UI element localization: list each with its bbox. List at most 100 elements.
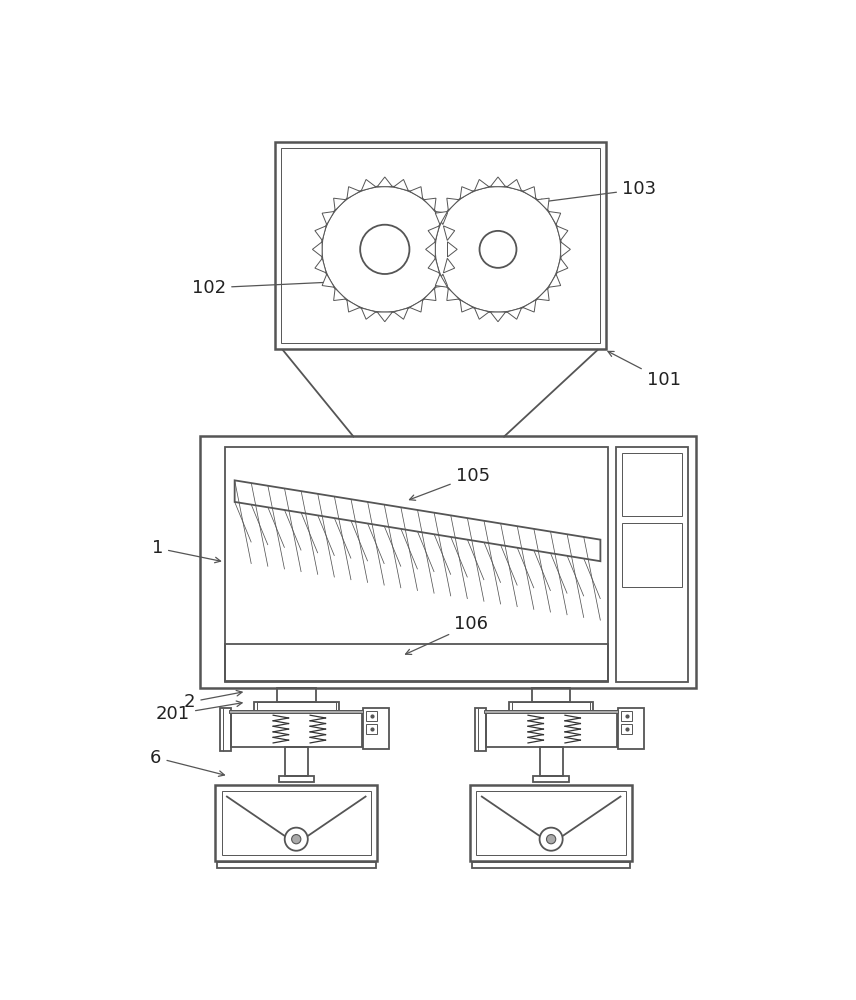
- Polygon shape: [474, 179, 489, 191]
- Polygon shape: [235, 480, 600, 561]
- Text: 102: 102: [192, 279, 336, 297]
- Polygon shape: [428, 226, 439, 240]
- Bar: [618, 708, 645, 749]
- Bar: [539, 747, 562, 776]
- Text: 101: 101: [608, 351, 681, 389]
- Polygon shape: [410, 300, 423, 312]
- Polygon shape: [436, 274, 448, 287]
- Bar: [366, 724, 377, 734]
- Text: 105: 105: [409, 467, 490, 500]
- Bar: [275, 142, 606, 349]
- Polygon shape: [461, 300, 473, 312]
- Text: 2: 2: [184, 690, 242, 711]
- Bar: [216, 785, 377, 861]
- Polygon shape: [394, 308, 408, 319]
- Text: 103: 103: [537, 180, 656, 205]
- Bar: [484, 710, 618, 713]
- Polygon shape: [490, 312, 506, 322]
- Bar: [622, 523, 682, 587]
- Bar: [477, 791, 626, 855]
- Bar: [285, 747, 308, 776]
- Bar: [533, 776, 569, 782]
- Polygon shape: [322, 274, 335, 287]
- Polygon shape: [447, 288, 459, 301]
- Bar: [277, 688, 316, 702]
- Bar: [231, 711, 362, 747]
- Polygon shape: [537, 198, 550, 210]
- Polygon shape: [523, 187, 536, 199]
- Polygon shape: [549, 274, 561, 287]
- Text: 6: 6: [150, 749, 224, 776]
- Text: 106: 106: [406, 615, 488, 654]
- Polygon shape: [315, 258, 326, 273]
- Bar: [532, 688, 570, 702]
- Polygon shape: [410, 187, 423, 199]
- Polygon shape: [443, 258, 455, 273]
- Bar: [621, 711, 632, 721]
- Polygon shape: [436, 274, 448, 287]
- Bar: [224, 644, 608, 681]
- Circle shape: [322, 186, 448, 312]
- Bar: [621, 724, 632, 734]
- Polygon shape: [523, 300, 536, 312]
- Polygon shape: [549, 211, 561, 225]
- Bar: [472, 862, 630, 868]
- Polygon shape: [447, 198, 459, 210]
- Polygon shape: [556, 226, 568, 240]
- Polygon shape: [334, 288, 346, 301]
- Text: 1: 1: [152, 539, 221, 563]
- Bar: [278, 776, 314, 782]
- Polygon shape: [461, 187, 473, 199]
- Bar: [508, 702, 593, 711]
- Bar: [615, 447, 688, 682]
- Circle shape: [360, 225, 409, 274]
- Bar: [257, 702, 336, 711]
- Polygon shape: [425, 242, 436, 257]
- Bar: [512, 702, 591, 711]
- Polygon shape: [377, 312, 392, 322]
- Polygon shape: [347, 187, 360, 199]
- Bar: [222, 791, 371, 855]
- Polygon shape: [322, 211, 335, 225]
- Polygon shape: [443, 226, 455, 240]
- Bar: [217, 862, 376, 868]
- Bar: [622, 453, 682, 516]
- Polygon shape: [436, 211, 448, 225]
- Polygon shape: [448, 242, 457, 257]
- Bar: [220, 708, 231, 751]
- Polygon shape: [312, 242, 322, 257]
- Polygon shape: [334, 198, 346, 210]
- Circle shape: [292, 835, 300, 844]
- Polygon shape: [347, 300, 360, 312]
- Polygon shape: [424, 288, 436, 301]
- Circle shape: [479, 231, 516, 268]
- Polygon shape: [561, 242, 570, 257]
- Polygon shape: [428, 258, 439, 273]
- Polygon shape: [507, 308, 521, 319]
- Polygon shape: [361, 179, 376, 191]
- Bar: [475, 708, 485, 751]
- Bar: [224, 447, 608, 682]
- Polygon shape: [507, 179, 521, 191]
- Bar: [470, 785, 632, 861]
- Bar: [366, 711, 377, 721]
- Polygon shape: [436, 211, 448, 225]
- Bar: [254, 702, 339, 711]
- Circle shape: [546, 835, 556, 844]
- Polygon shape: [377, 177, 392, 187]
- Polygon shape: [315, 226, 326, 240]
- Polygon shape: [537, 288, 550, 301]
- Bar: [485, 711, 616, 747]
- Bar: [200, 436, 696, 688]
- Polygon shape: [490, 177, 506, 187]
- Circle shape: [435, 186, 562, 312]
- Polygon shape: [424, 198, 436, 210]
- Bar: [281, 148, 600, 343]
- Text: 201: 201: [156, 701, 242, 723]
- Bar: [363, 708, 389, 749]
- Polygon shape: [556, 258, 568, 273]
- Polygon shape: [394, 179, 408, 191]
- Polygon shape: [361, 308, 376, 319]
- Circle shape: [285, 828, 308, 851]
- Polygon shape: [474, 308, 489, 319]
